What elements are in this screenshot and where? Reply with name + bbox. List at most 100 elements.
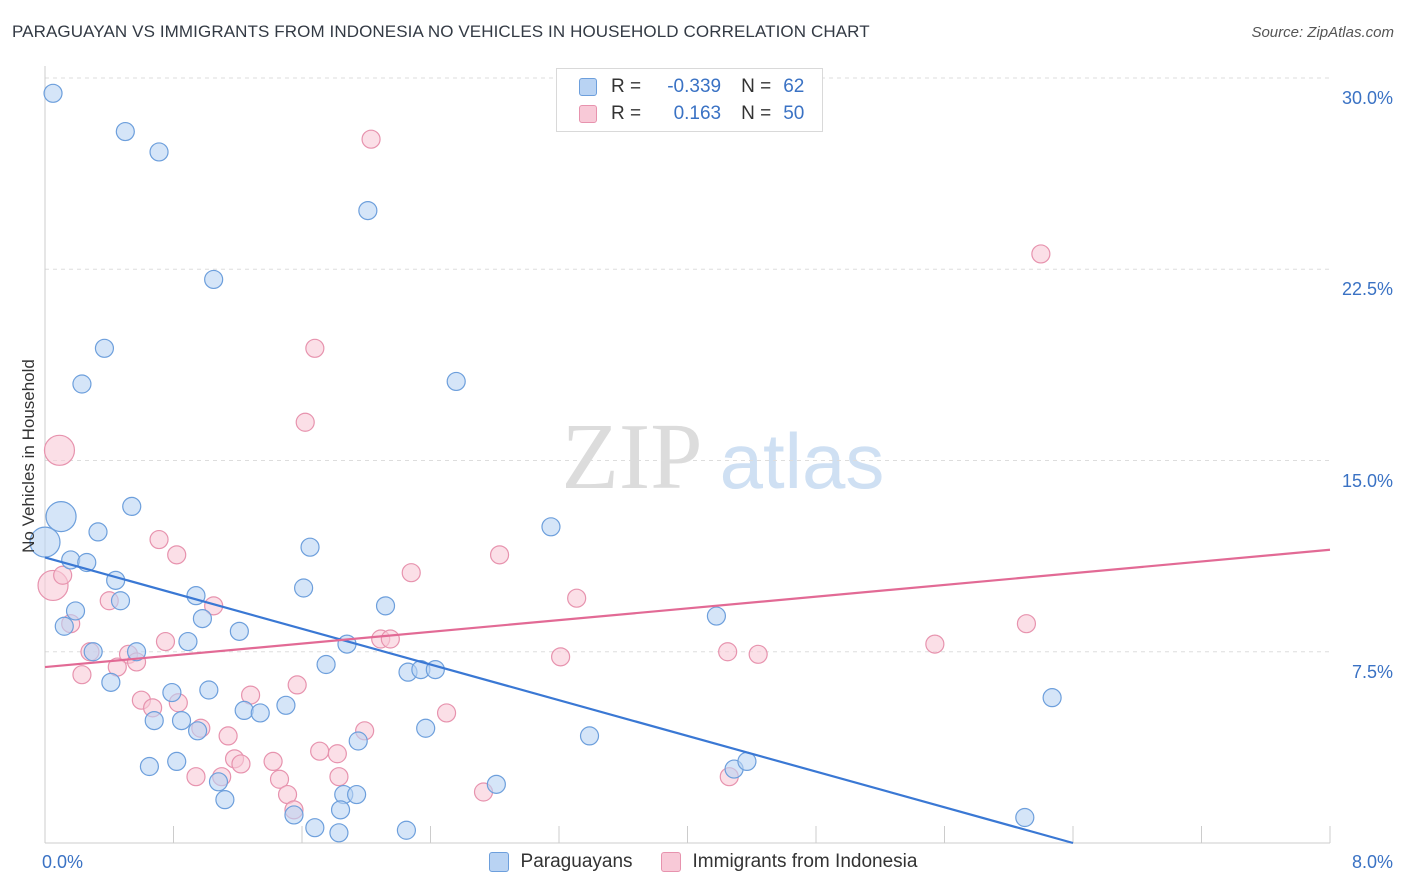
indonesia-point: [186, 767, 206, 787]
y-tick-label: 30.0%: [1341, 88, 1393, 108]
legend-item-paraguayans: Paraguayans: [488, 851, 633, 873]
paraguayans-point: [54, 616, 74, 636]
indonesia-point: [218, 726, 238, 746]
series-paraguayans: [29, 83, 1062, 843]
legend-n-label: N =: [741, 103, 772, 124]
indonesia-point: [72, 665, 92, 685]
indonesia-point: [489, 545, 510, 565]
paraguayans-point: [65, 601, 86, 621]
legend-row-paraguayans: R = -0.339 N = 62: [579, 75, 804, 99]
paraguayans-point: [250, 703, 270, 723]
paraguayans-point: [416, 718, 436, 738]
legend-row-indonesia: R = 0.163 N = 50: [579, 102, 804, 126]
legend-label-indonesia: Immigrants from Indonesia: [692, 851, 918, 872]
paraguayans-point: [139, 756, 160, 777]
legend-swatch-paraguayans: [488, 852, 509, 872]
indonesia-point: [925, 634, 945, 654]
indonesia-point: [1031, 244, 1051, 264]
paraguayans-point: [329, 823, 349, 843]
paraguayans-point: [284, 805, 304, 825]
paraguayans-point: [579, 726, 600, 746]
legend-r-value: -0.339: [667, 76, 722, 97]
paraguayans-point: [171, 710, 192, 731]
watermark-zip: ZIP: [562, 405, 703, 509]
paraguayans-point: [446, 371, 466, 392]
paraguayans-point: [149, 142, 169, 162]
paraguayans-point: [1042, 688, 1062, 708]
x-tick-label-min: 0.0%: [42, 852, 84, 872]
legend-r-value: 0.163: [673, 103, 722, 124]
legend-label-paraguayans: Paraguayans: [520, 851, 633, 872]
legend-n-value: 62: [783, 76, 805, 97]
paraguayans-point: [122, 496, 142, 516]
legend-swatch-indonesia: [660, 852, 681, 872]
paraguayans-point: [199, 680, 219, 700]
paraguayans-point: [396, 820, 417, 840]
indonesia-point: [401, 563, 421, 583]
paraguayans-point: [187, 721, 208, 741]
paraguayans-point: [486, 774, 506, 794]
paraguayans-point: [229, 621, 249, 641]
indonesia-point: [231, 754, 251, 774]
paraguayans-point: [347, 784, 367, 805]
paraguayans-point: [162, 682, 182, 703]
trend-line-indonesia: [44, 548, 1331, 669]
paraguayans-point: [178, 631, 198, 652]
indonesia-point: [718, 642, 738, 662]
chart-title: PARAGUAYAN VS IMMIGRANTS FROM INDONESIA …: [12, 22, 870, 41]
indonesia-point: [53, 565, 73, 585]
paraguayans-point: [144, 710, 164, 731]
axes: [44, 66, 1331, 844]
indonesia-point: [436, 703, 457, 723]
indonesia-point: [287, 675, 307, 695]
paraguayans-point: [348, 731, 368, 751]
series-immigrants-from-indonesia: [37, 129, 1051, 820]
legend-item-indonesia: Immigrants from Indonesia: [660, 851, 918, 873]
indonesia-point: [43, 434, 76, 466]
paraguayans-point: [83, 642, 103, 662]
indonesia-point: [380, 629, 400, 649]
paraguayans-point: [88, 522, 108, 542]
paraguayans-point: [294, 578, 314, 598]
indonesia-point: [310, 741, 330, 761]
paraguayans-point: [126, 642, 147, 662]
paraguayans-point: [316, 654, 336, 675]
legend-swatch-indonesia: [579, 105, 597, 123]
paraguayans-point: [305, 818, 325, 838]
y-axis-label: No Vehicles in Household: [19, 359, 38, 553]
indonesia-point: [567, 588, 587, 608]
paraguayans-point: [43, 83, 63, 103]
x-tick-label-max: 8.0%: [1351, 852, 1393, 872]
trend-line-paraguayans: [44, 556, 1074, 845]
trend-lines: [44, 548, 1331, 845]
paraguayans-point: [115, 121, 135, 142]
paraguayans-point: [94, 338, 115, 358]
paraguayans-point: [300, 537, 320, 557]
paraguayans-point: [72, 374, 92, 394]
indonesia-point: [305, 338, 325, 358]
paraguayans-point: [375, 596, 396, 616]
paraguayans-point: [541, 517, 561, 537]
paraguayans-point: [45, 500, 77, 533]
paraguayans-point: [110, 591, 131, 611]
indonesia-point: [155, 631, 176, 652]
legend-n-label: N =: [741, 76, 772, 97]
y-tick-label: 7.5%: [1351, 661, 1393, 682]
indonesia-point: [1016, 614, 1037, 634]
paraguayans-point: [192, 608, 213, 629]
paraguayans-point: [29, 526, 61, 558]
indonesia-point: [551, 647, 571, 667]
series-legend: Paraguayans Immigrants from Indonesia: [0, 851, 1406, 873]
paraguayans-point: [101, 672, 121, 692]
paraguayans-point: [106, 570, 126, 590]
indonesia-point: [748, 644, 768, 664]
y-tick-label: 15.0%: [1341, 470, 1393, 491]
chart-source: Source: ZipAtlas.com: [1251, 24, 1394, 41]
paraguayans-point: [167, 751, 187, 772]
grid: [45, 77, 1330, 653]
indonesia-point: [167, 545, 187, 565]
paraguayans-point: [276, 695, 296, 715]
indonesia-point: [329, 767, 349, 787]
paraguayans-point: [706, 606, 727, 626]
